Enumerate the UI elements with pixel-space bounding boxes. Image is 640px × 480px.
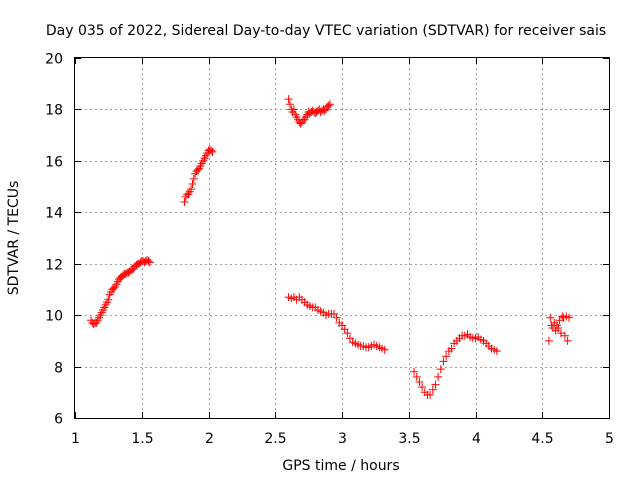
x-axis-title: GPS time / hours	[282, 458, 399, 474]
y-axis-title: SDTVAR / TECUs	[6, 181, 22, 296]
data-point-plus	[426, 390, 435, 399]
data-points	[87, 95, 573, 399]
y-tick-label: 18	[45, 103, 63, 119]
series-segment-1	[87, 255, 154, 329]
axis-ticks	[75, 58, 610, 419]
x-tick-label: 3	[338, 431, 347, 447]
data-point-plus	[428, 385, 437, 394]
data-point-plus	[188, 180, 197, 188]
x-tick-label: 2	[205, 431, 214, 447]
series-segment-3	[284, 95, 334, 128]
y-tick-label: 16	[45, 155, 63, 171]
y-tick-labels: 6 8 10 12 14 16 18 20	[45, 52, 63, 428]
data-point-plus	[554, 324, 563, 332]
data-point-plus	[560, 331, 569, 340]
x-tick-label: 4.5	[531, 431, 553, 447]
data-point-plus	[563, 336, 572, 345]
grid-lines	[75, 58, 609, 418]
y-tick-label: 6	[54, 412, 63, 428]
data-point-plus	[434, 372, 443, 381]
y-tick-label: 20	[45, 52, 63, 68]
series-segment-5	[410, 330, 501, 399]
data-point-plus	[285, 100, 294, 109]
data-point-plus	[207, 146, 216, 155]
x-tick-label: 1	[71, 431, 80, 447]
data-point-plus	[564, 313, 573, 322]
data-point-plus	[144, 257, 153, 266]
data-point-plus	[332, 313, 341, 322]
data-point-plus	[324, 101, 333, 110]
x-tick-label: 1.5	[131, 431, 153, 447]
data-point-plus	[442, 352, 451, 361]
data-point-plus	[289, 105, 298, 114]
data-point-plus	[380, 345, 389, 354]
data-point-plus	[544, 336, 553, 345]
series-segment-4	[284, 293, 389, 354]
chart-title: Day 035 of 2022, Sidereal Day-to-day VTE…	[46, 23, 606, 39]
data-point-plus	[208, 147, 217, 156]
y-tick-label: 8	[54, 361, 63, 377]
data-point-plus	[343, 329, 352, 338]
y-tick-label: 14	[45, 206, 63, 222]
data-point-plus	[436, 365, 445, 374]
data-point-plus	[410, 367, 419, 376]
data-point-plus	[415, 378, 424, 386]
data-point-plus	[431, 380, 440, 389]
data-point-plus	[546, 313, 555, 322]
data-point-plus	[418, 383, 427, 392]
x-tick-label: 2.5	[264, 431, 286, 447]
series-segment-2	[180, 145, 217, 206]
y-tick-label: 12	[45, 258, 63, 274]
data-point-plus	[412, 372, 421, 381]
y-tick-label: 10	[45, 309, 63, 325]
data-point-plus	[439, 357, 448, 366]
data-point-plus	[284, 95, 293, 104]
data-point-plus	[492, 347, 501, 356]
x-tick-label: 3.5	[398, 431, 420, 447]
plot-frame	[74, 57, 610, 419]
data-point-plus	[556, 329, 565, 338]
x-tick-label: 5	[605, 431, 614, 447]
data-point-plus	[187, 185, 196, 194]
data-point-plus	[447, 344, 456, 353]
series-segment-6	[544, 312, 573, 345]
x-tick-labels: 1 1.5 2 2.5 3 3.5 4 4.5 5	[71, 431, 614, 447]
data-point-plus	[180, 198, 189, 206]
data-point-plus	[104, 295, 113, 304]
x-tick-label: 4	[472, 431, 481, 447]
data-point-plus	[325, 100, 334, 109]
data-point-plus	[189, 174, 198, 183]
data-point-plus	[145, 258, 154, 267]
